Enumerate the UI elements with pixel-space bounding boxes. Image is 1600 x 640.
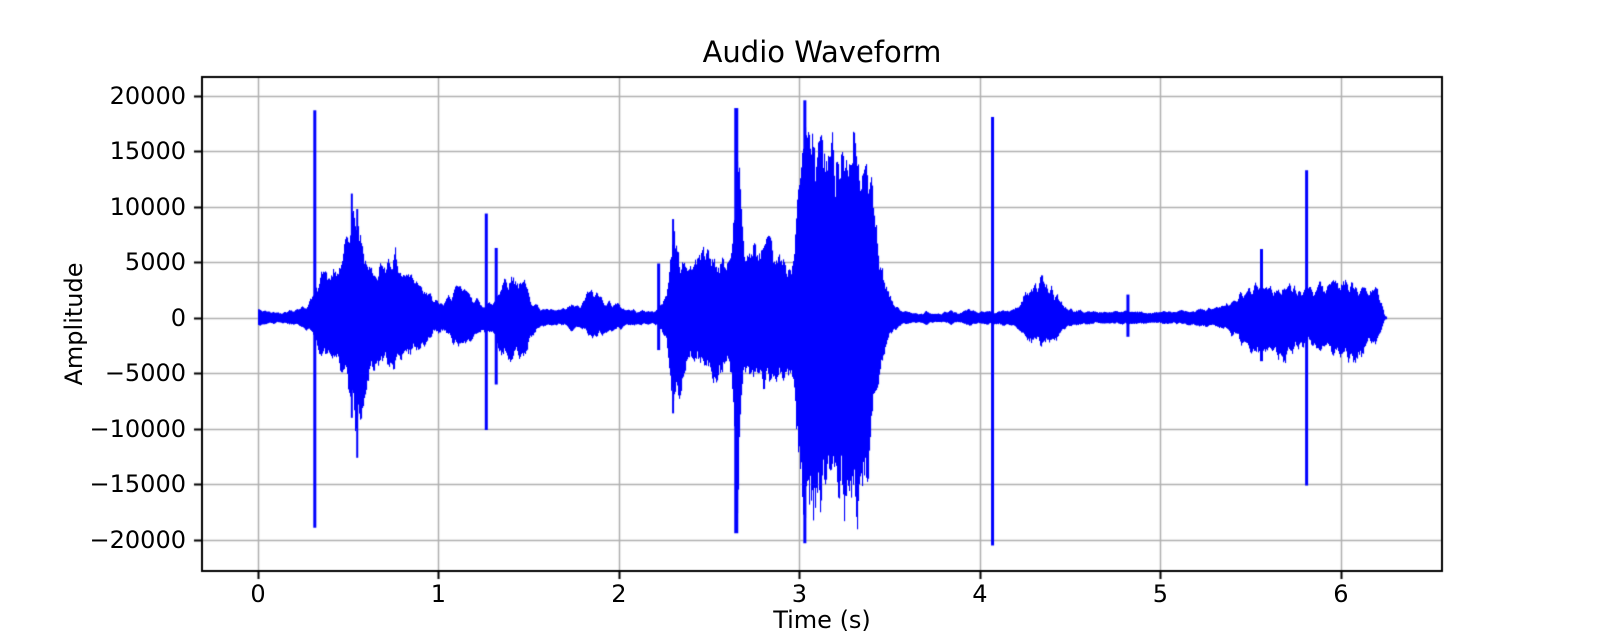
x-tick-label: 6: [1333, 580, 1349, 608]
x-tick-label: 1: [430, 580, 447, 608]
y-tick-label: 5000: [124, 248, 186, 277]
y-tick-label: 15000: [109, 137, 186, 166]
x-tick-label: 2: [611, 580, 627, 608]
y-tick-label: 0: [170, 303, 186, 332]
y-tick-label: 10000: [109, 192, 186, 221]
y-tick-label: −5000: [104, 359, 186, 388]
y-tick-label: 20000: [109, 81, 186, 110]
y-tick-label: −15000: [89, 470, 186, 499]
y-tick-label: −20000: [89, 525, 186, 554]
x-axis-label: Time (s): [773, 606, 871, 634]
x-tick-label: 3: [791, 580, 808, 608]
x-tick-label: 5: [1152, 580, 1169, 608]
x-tick-label: 4: [972, 580, 988, 608]
chart-title: Audio Waveform: [702, 35, 942, 69]
x-tick-label: 0: [250, 580, 266, 608]
y-tick-label: −10000: [89, 414, 186, 443]
